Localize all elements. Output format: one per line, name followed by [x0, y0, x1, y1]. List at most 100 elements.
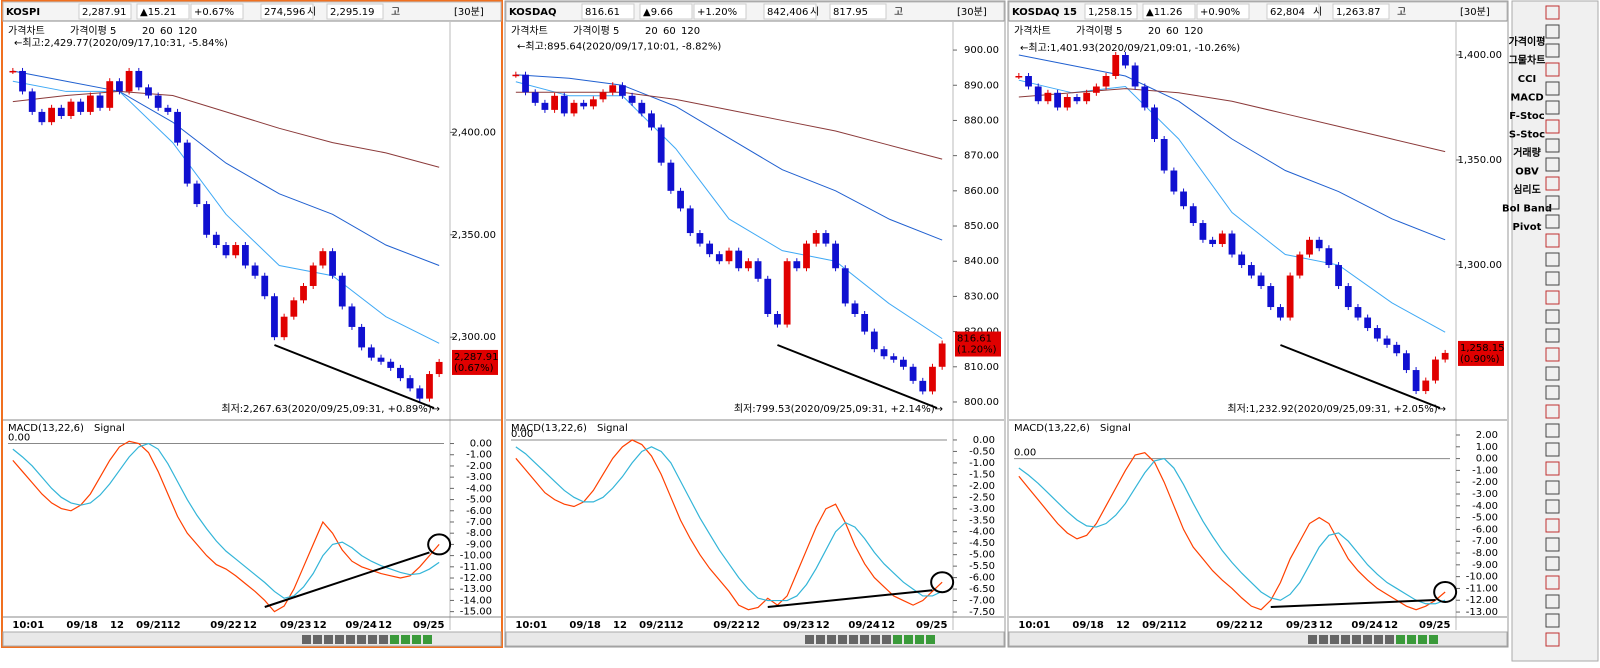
candle: [725, 250, 733, 262]
y-tick-label: -5.50: [969, 561, 995, 572]
toolbar-button[interactable]: [1319, 635, 1328, 644]
tool-icon[interactable]: [1545, 195, 1560, 210]
tool-icon[interactable]: [1545, 499, 1560, 514]
toolbar-label[interactable]: Bol Band: [1502, 204, 1552, 215]
toolbar-button[interactable]: [379, 635, 388, 644]
toolbar-label[interactable]: F-Stoc: [1509, 111, 1545, 122]
x-tick-label: 09/18: [1072, 620, 1104, 631]
tool-icon[interactable]: [1545, 328, 1560, 343]
tool-icon[interactable]: [1545, 233, 1560, 248]
tool-icon[interactable]: [1545, 214, 1560, 229]
toolbar-button[interactable]: [390, 635, 399, 644]
tool-icon[interactable]: [1545, 138, 1560, 153]
tool-icon[interactable]: [1545, 252, 1560, 267]
toolbar-button[interactable]: [915, 635, 924, 644]
toolbar-label[interactable]: S-Stoc: [1509, 130, 1545, 141]
toolbar-button[interactable]: [313, 635, 322, 644]
toolbar-button[interactable]: [302, 635, 311, 644]
candle: [1180, 191, 1187, 207]
tool-icon[interactable]: [1545, 43, 1560, 58]
toolbar-button[interactable]: [926, 635, 935, 644]
toolbar-button[interactable]: [1374, 635, 1383, 644]
header-change: ▲9.66: [643, 7, 673, 18]
toolbar-label[interactable]: OBV: [1515, 167, 1539, 178]
tool-icon[interactable]: [1545, 366, 1560, 381]
legend-item: 120: [681, 26, 700, 37]
toolbar-button[interactable]: [860, 635, 869, 644]
candle: [1141, 86, 1149, 108]
toolbar-button[interactable]: [1341, 635, 1350, 644]
toolbar-label[interactable]: 그물차트: [1509, 54, 1546, 67]
low-note: 최저:2,267.63(2020/09/25,09:31, +0.89%)→: [221, 403, 440, 415]
tool-icon[interactable]: [1545, 24, 1560, 39]
toolbar-button[interactable]: [1385, 635, 1394, 644]
candle: [1383, 338, 1391, 345]
tool-icon[interactable]: [1545, 556, 1560, 571]
toolbar-label[interactable]: Pivot: [1513, 222, 1542, 233]
toolbar-button[interactable]: [346, 635, 355, 644]
toolbar-button[interactable]: [1308, 635, 1317, 644]
toolbar-button[interactable]: [1418, 635, 1427, 644]
toolbar-label[interactable]: MACD: [1510, 93, 1543, 104]
tool-icon[interactable]: [1545, 537, 1560, 552]
toolbar-label[interactable]: CCI: [1518, 74, 1536, 85]
tool-icon[interactable]: [1545, 62, 1560, 77]
header-price: 2,287.91: [82, 7, 127, 18]
toolbar-button[interactable]: [324, 635, 333, 644]
tool-icon[interactable]: [1545, 309, 1560, 324]
tool-icon[interactable]: [1545, 480, 1560, 495]
tool-icon[interactable]: [1545, 385, 1560, 400]
toolbar-button[interactable]: [1330, 635, 1339, 644]
candle: [667, 162, 675, 191]
tool-icon[interactable]: [1545, 119, 1560, 134]
tool-icon[interactable]: [1545, 632, 1560, 647]
candle: [106, 81, 114, 108]
tool-icon[interactable]: [1545, 5, 1560, 20]
toolbar-label[interactable]: 심리도: [1513, 183, 1541, 196]
toolbar-button[interactable]: [871, 635, 880, 644]
toolbar-button[interactable]: [1429, 635, 1438, 644]
tool-icon[interactable]: [1545, 461, 1560, 476]
toolbar-button[interactable]: [1352, 635, 1361, 644]
candle: [387, 361, 395, 368]
tool-icon[interactable]: [1545, 157, 1560, 172]
tool-icon[interactable]: [1545, 404, 1560, 419]
legend-item: 가격차트: [8, 24, 45, 37]
tool-icon[interactable]: [1545, 176, 1560, 191]
tool-icon[interactable]: [1545, 442, 1560, 457]
toolbar-button[interactable]: [423, 635, 432, 644]
tool-icon[interactable]: [1545, 613, 1560, 628]
toolbar-button[interactable]: [412, 635, 421, 644]
tool-icon[interactable]: [1545, 347, 1560, 362]
candle: [560, 95, 568, 114]
toolbar-button[interactable]: [401, 635, 410, 644]
toolbar-button[interactable]: [827, 635, 836, 644]
tool-icon[interactable]: [1545, 575, 1560, 590]
tool-icon[interactable]: [1545, 290, 1560, 305]
toolbar-button[interactable]: [368, 635, 377, 644]
tool-icon[interactable]: [1545, 271, 1560, 286]
tool-icon[interactable]: [1545, 518, 1560, 533]
toolbar-button[interactable]: [805, 635, 814, 644]
toolbar-label[interactable]: 거래량: [1513, 146, 1541, 159]
toolbar-button[interactable]: [816, 635, 825, 644]
header-open: 817.95: [833, 7, 868, 18]
tool-icon[interactable]: [1545, 594, 1560, 609]
toolbar-button[interactable]: [849, 635, 858, 644]
toolbar-button[interactable]: [882, 635, 891, 644]
toolbar-button[interactable]: [357, 635, 366, 644]
toolbar-button[interactable]: [838, 635, 847, 644]
toolbar-button[interactable]: [335, 635, 344, 644]
toolbar-button[interactable]: [893, 635, 902, 644]
toolbar-button[interactable]: [1407, 635, 1416, 644]
tool-icon[interactable]: [1545, 423, 1560, 438]
toolbar-label[interactable]: 가격이평: [1509, 35, 1546, 48]
y-tick-label: -4.50: [969, 538, 995, 549]
tool-icon[interactable]: [1545, 100, 1560, 115]
x-tick-label: 12: [1319, 620, 1333, 631]
toolbar-button[interactable]: [904, 635, 913, 644]
toolbar-button[interactable]: [1396, 635, 1405, 644]
tool-icon[interactable]: [1545, 81, 1560, 96]
candle: [570, 102, 578, 114]
toolbar-button[interactable]: [1363, 635, 1372, 644]
